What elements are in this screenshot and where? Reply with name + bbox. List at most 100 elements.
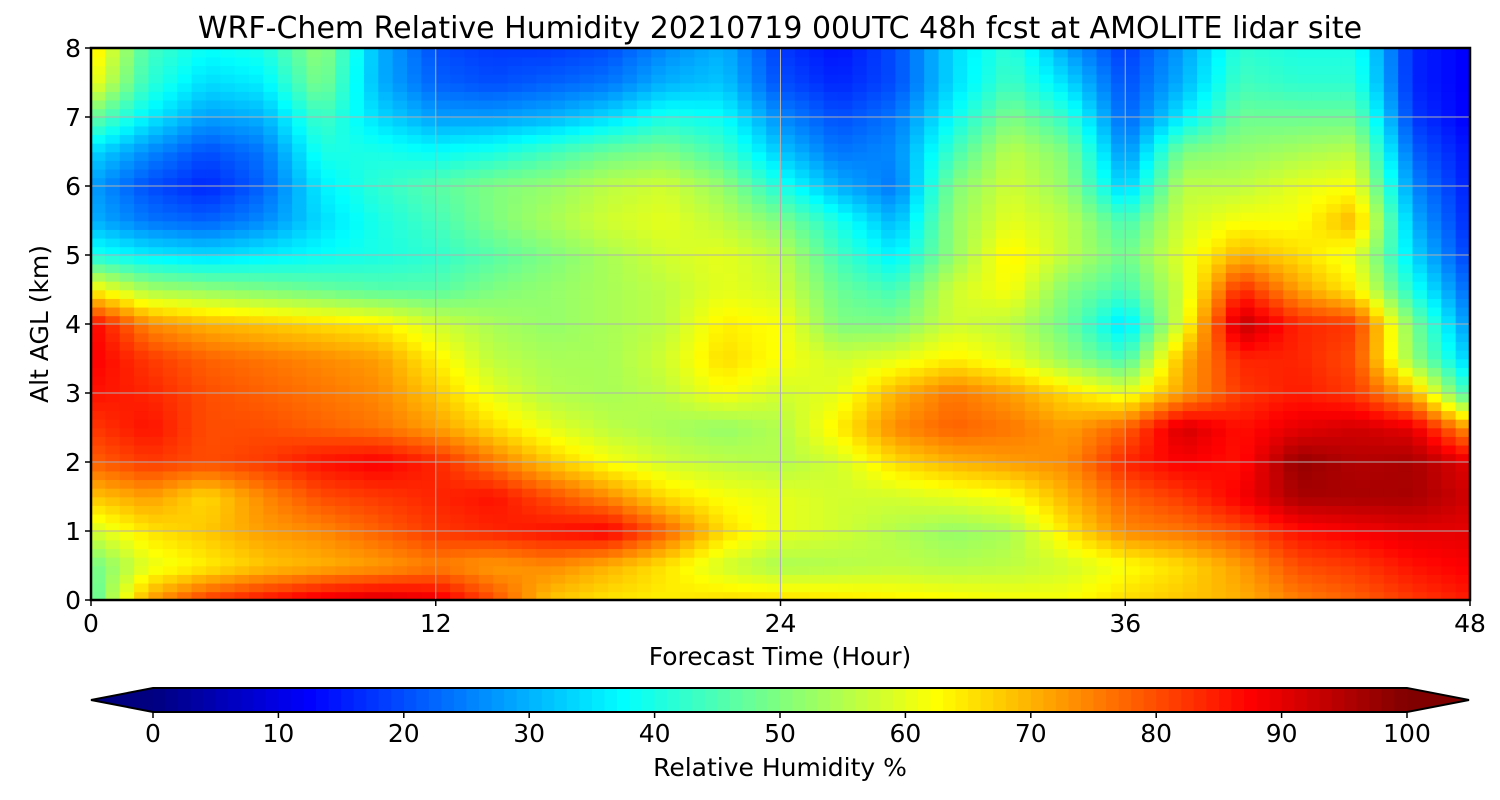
heatmap-cell xyxy=(1398,151,1414,161)
heatmap-cell xyxy=(1153,280,1170,291)
heatmap-cell xyxy=(263,272,279,282)
heatmap-cell xyxy=(737,531,753,541)
heatmap-cell xyxy=(1326,436,1342,446)
heatmap-cell xyxy=(105,220,121,230)
heatmap-cell xyxy=(363,203,380,213)
heatmap-cell xyxy=(1024,427,1040,437)
heatmap-cell xyxy=(148,272,164,282)
heatmap-cell xyxy=(450,401,466,412)
heatmap-cell xyxy=(306,479,322,489)
heatmap-cell xyxy=(1197,548,1213,558)
heatmap-cell xyxy=(967,237,983,248)
heatmap-cell xyxy=(1039,255,1055,265)
heatmap-cell xyxy=(378,470,394,481)
heatmap-cell xyxy=(1024,306,1040,317)
heatmap-cell xyxy=(837,341,854,351)
heatmap-cell xyxy=(1441,151,1457,161)
heatmap-cell xyxy=(1383,315,1399,325)
heatmap-cell xyxy=(1197,418,1213,429)
heatmap-cell xyxy=(1297,410,1313,420)
heatmap-cell xyxy=(263,496,279,506)
heatmap-cell xyxy=(1125,289,1141,299)
heatmap-cell xyxy=(320,453,336,463)
heatmap-cell xyxy=(378,418,394,429)
heatmap-cell xyxy=(694,341,710,351)
heatmap-cell xyxy=(866,565,882,575)
heatmap-cell xyxy=(952,168,969,179)
heatmap-cell xyxy=(435,263,451,274)
heatmap-cell xyxy=(263,479,279,489)
heatmap-cell xyxy=(1240,263,1256,274)
heatmap-cell xyxy=(521,496,538,506)
heatmap-cell xyxy=(766,479,782,489)
heatmap-cell xyxy=(1412,539,1428,550)
heatmap-cell xyxy=(593,531,609,541)
heatmap-cell xyxy=(837,410,854,420)
heatmap-cell xyxy=(1182,582,1198,593)
heatmap-cell xyxy=(1110,229,1127,239)
heatmap-cell xyxy=(852,203,868,213)
heatmap-cell xyxy=(1355,522,1371,532)
heatmap-cell xyxy=(636,487,653,498)
heatmap-cell xyxy=(1326,263,1342,274)
heatmap-cell xyxy=(421,548,437,558)
heatmap-cell xyxy=(450,565,466,575)
heatmap-cell xyxy=(952,151,969,161)
heatmap-cell xyxy=(1383,263,1399,274)
heatmap-cell xyxy=(866,349,882,360)
heatmap-cell xyxy=(665,203,681,213)
heatmap-cell xyxy=(924,591,940,600)
heatmap-cell xyxy=(1182,410,1198,420)
heatmap-cell xyxy=(220,306,236,317)
heatmap-cell xyxy=(1082,151,1098,161)
heatmap-cell xyxy=(1441,229,1457,239)
heatmap-cell xyxy=(550,487,566,498)
heatmap-cell xyxy=(1340,444,1356,455)
heatmap-cell xyxy=(593,539,609,550)
heatmap-cell xyxy=(349,522,365,532)
heatmap-cell xyxy=(550,591,566,600)
heatmap-cell xyxy=(1211,246,1227,256)
heatmap-cell xyxy=(1398,341,1414,351)
heatmap-cell xyxy=(1125,574,1141,584)
heatmap-cell xyxy=(1455,203,1470,213)
heatmap-cell xyxy=(464,522,480,532)
heatmap-cell xyxy=(220,522,236,532)
heatmap-cell xyxy=(349,556,365,567)
heatmap-cell xyxy=(177,289,193,299)
heatmap-cell xyxy=(1197,539,1213,550)
heatmap-cell xyxy=(1297,263,1313,274)
heatmap-cell xyxy=(981,496,997,506)
heatmap-cell xyxy=(1297,349,1313,360)
heatmap-cell xyxy=(1082,203,1098,213)
heatmap-cell xyxy=(1225,479,1241,489)
heatmap-cell xyxy=(220,177,236,187)
heatmap-cell xyxy=(895,306,911,317)
heatmap-cell xyxy=(565,229,581,239)
heatmap-cell xyxy=(464,298,480,308)
heatmap-cell xyxy=(1326,229,1342,239)
heatmap-cell xyxy=(1283,513,1299,524)
heatmap-cell xyxy=(1311,591,1328,600)
heatmap-cell xyxy=(1355,418,1371,429)
heatmap-cell xyxy=(91,324,107,334)
heatmap-cell xyxy=(1297,186,1313,196)
heatmap-cell xyxy=(1455,375,1470,386)
heatmap-cell xyxy=(1110,246,1127,256)
heatmap-cell xyxy=(1412,151,1428,161)
heatmap-cell xyxy=(751,539,767,550)
heatmap-cell xyxy=(751,151,767,161)
heatmap-cell xyxy=(234,151,250,161)
heatmap-cell xyxy=(378,255,394,265)
heatmap-cell xyxy=(1383,168,1399,179)
heatmap-cell xyxy=(234,539,250,550)
heatmap-cell xyxy=(780,574,796,584)
heatmap-cell xyxy=(723,358,739,368)
heatmap-cell xyxy=(536,306,552,317)
heatmap-cell xyxy=(794,160,811,170)
heatmap-cell xyxy=(809,203,825,213)
heatmap-cell xyxy=(292,505,308,515)
heatmap-cell xyxy=(1053,151,1069,161)
heatmap-cell xyxy=(335,556,351,567)
heatmap-cell xyxy=(234,186,250,196)
